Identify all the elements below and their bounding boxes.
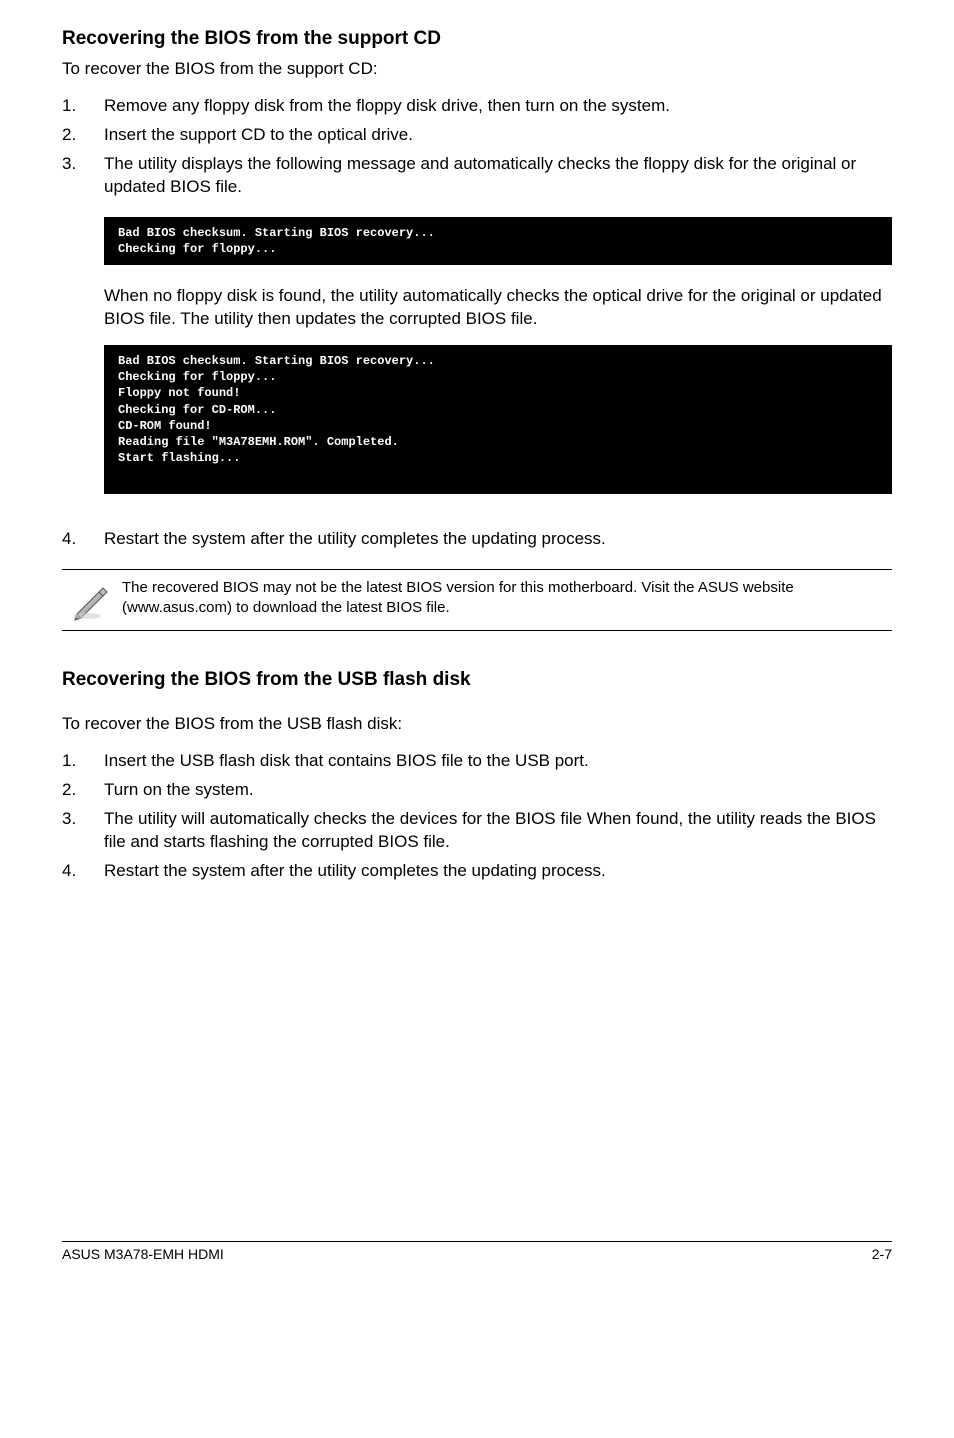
step-text: Insert the USB flash disk that contains …: [104, 750, 892, 773]
terminal-output-2: Bad BIOS checksum. Starting BIOS recover…: [104, 345, 892, 494]
step-number: 3.: [62, 153, 104, 199]
step-number: 3.: [62, 808, 104, 854]
list-item: 4. Restart the system after the utility …: [62, 528, 892, 551]
step-number: 4.: [62, 860, 104, 883]
pencil-note-icon: [62, 578, 122, 622]
section1-step4: 4. Restart the system after the utility …: [62, 528, 892, 551]
step-text: The utility displays the following messa…: [104, 153, 892, 199]
list-item: 2. Insert the support CD to the optical …: [62, 124, 892, 147]
list-item: 2. Turn on the system.: [62, 779, 892, 802]
list-item: 3. The utility will automatically checks…: [62, 808, 892, 854]
terminal-output-1: Bad BIOS checksum. Starting BIOS recover…: [104, 217, 892, 265]
step-text: Restart the system after the utility com…: [104, 528, 892, 551]
section1-heading: Recovering the BIOS from the support CD: [62, 28, 892, 50]
step-text: Turn on the system.: [104, 779, 892, 802]
section2-intro: To recover the BIOS from the USB flash d…: [62, 713, 892, 736]
section1-intro: To recover the BIOS from the support CD:: [62, 58, 892, 81]
step-text: Restart the system after the utility com…: [104, 860, 892, 883]
list-item: 1. Insert the USB flash disk that contai…: [62, 750, 892, 773]
list-item: 3. The utility displays the following me…: [62, 153, 892, 199]
section1-steps: 1. Remove any floppy disk from the flopp…: [62, 95, 892, 199]
step-text: Remove any floppy disk from the floppy d…: [104, 95, 892, 118]
step-text: The utility will automatically checks th…: [104, 808, 892, 854]
step-number: 1.: [62, 95, 104, 118]
step-number: 2.: [62, 124, 104, 147]
list-item: 1. Remove any floppy disk from the flopp…: [62, 95, 892, 118]
list-item: 4. Restart the system after the utility …: [62, 860, 892, 883]
section2-steps: 1. Insert the USB flash disk that contai…: [62, 750, 892, 883]
page-footer: ASUS M3A78-EMH HDMI 2-7: [62, 1241, 892, 1262]
section2-heading: Recovering the BIOS from the USB flash d…: [62, 669, 892, 691]
footer-right: 2-7: [872, 1246, 892, 1262]
step-number: 1.: [62, 750, 104, 773]
step-number: 2.: [62, 779, 104, 802]
step-number: 4.: [62, 528, 104, 551]
note-text: The recovered BIOS may not be the latest…: [122, 578, 892, 619]
note-block: The recovered BIOS may not be the latest…: [62, 569, 892, 631]
step-text: Insert the support CD to the optical dri…: [104, 124, 892, 147]
footer-left: ASUS M3A78-EMH HDMI: [62, 1246, 224, 1262]
section1-mid-paragraph: When no floppy disk is found, the utilit…: [104, 285, 892, 331]
